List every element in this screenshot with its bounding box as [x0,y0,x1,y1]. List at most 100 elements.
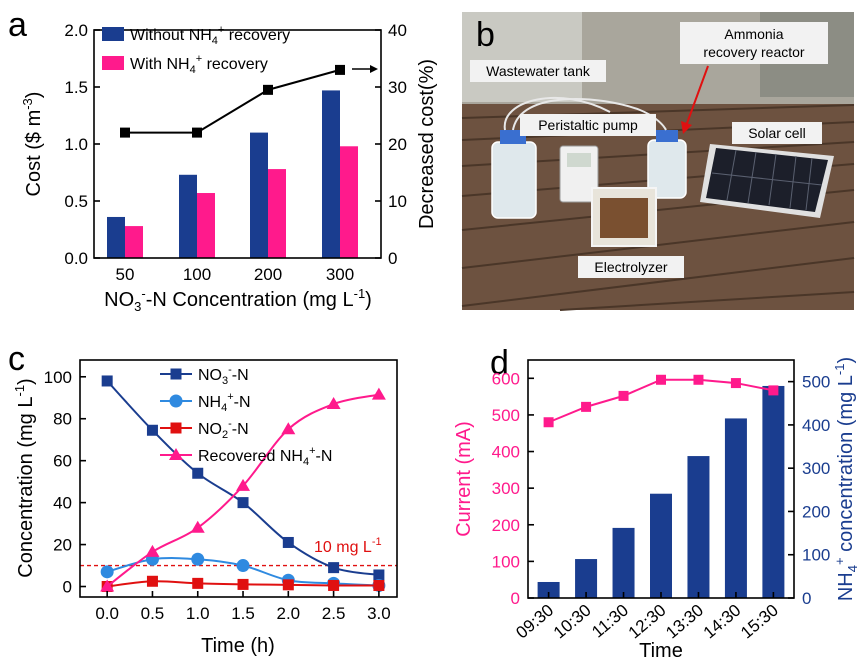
c-ytick: 100 [44,368,72,387]
c-marker-no2 [192,577,204,589]
a-right-axis-arrowhead [370,65,378,73]
panel-c: c 0.0 0.5 1.0 1.5 2.0 2.5 3.0 0 20 40 60 80 100 NO3-… [8,340,398,657]
d-ytick: 300 [492,479,520,498]
a-bar-without-recovery [179,174,197,258]
a-bar-without-recovery [250,132,268,258]
a-decreased-cost-line [125,68,341,134]
a-ytick: 1.5 [64,78,88,97]
c-marker-no2 [373,579,385,591]
a-y2tick: 40 [388,21,407,40]
a-bar-without-recovery [107,216,125,258]
d-xtick: 10:30 [550,601,595,643]
c-legend-nh4: NH4+-N [198,391,251,414]
reactor-pointer-arrow [685,65,709,127]
a-ytick: 2.0 [64,21,88,40]
c-marker-no3 [282,536,294,548]
label-wastewater-tank: Wastewater tank [486,63,591,79]
c-xtick: 3.0 [367,604,391,623]
panel-c-legend: NO3--N NH4+-N NO2--N Recovered NH4+-N [160,364,332,468]
c-legend-marker-no2 [170,422,182,434]
d-xtick: 13:30 [662,601,707,643]
panel-c-ticks: 0.0 0.5 1.0 1.5 2.0 2.5 3.0 0 20 40 60 80 100 [44,368,391,623]
d-y2tick: 300 [802,459,830,478]
c-ylabel: Concentration (mg L-1) [12,378,37,577]
label-box-solar [732,122,822,144]
panel-a-right-ticks: 0 10 20 30 40 [375,21,407,268]
c-ytick: 40 [53,494,72,513]
d-bar-nh4 [650,493,672,598]
c-marker-rec [100,579,115,592]
a-legend-without: Without NH4+ recovery [130,24,290,47]
c-ytick: 0 [63,578,72,597]
label-ammonia-line1: Ammonia [724,26,783,42]
c-marker-nh4 [236,559,250,573]
c-marker-no3 [101,375,113,387]
c-marker-nh4 [191,552,205,566]
label-box-electrolyzer [578,256,684,278]
a-legend-with: With NH4+ recovery [130,53,268,76]
panel-a-letter: a [8,6,27,44]
d-bar-nh4 [537,581,560,598]
a-bar-with-recovery [340,146,358,258]
a-xtick: 300 [326,265,354,284]
a-legend-swatch-with [102,56,124,70]
d-current-marker [618,390,629,401]
d-y2tick: 400 [802,416,830,435]
a-decreased-cost-marker [120,127,130,138]
c-legend-recovered: Recovered NH4+-N [198,445,332,468]
wastewater-bottle-cap [500,130,526,144]
c-threshold-label: 10 mg L-1 [314,536,382,556]
d-y2tick: 200 [802,502,830,521]
d-xlabel: Time [639,640,683,662]
label-box-wastewater [470,60,606,82]
c-marker-nh4 [100,565,114,579]
c-ytick: 60 [53,452,72,471]
a-xtick: 200 [254,265,282,284]
ammonia-reactor-cap [656,130,678,142]
a-xtick: 50 [116,265,135,284]
label-box-pump [520,114,656,136]
c-ytick: 80 [53,410,72,429]
panel-a-marks [107,64,358,258]
a-ytick: 1.0 [64,135,88,154]
d-current-marker [543,417,554,428]
label-ammonia-line2: recovery reactor [703,44,804,60]
c-legend-no2: NO2--N [198,418,249,441]
a-decreased-cost-marker [335,64,345,75]
panel-d: d 0100200300400500600010020030040050009:… [453,344,860,662]
a-ytick: 0.5 [64,192,88,211]
d-ytick: 0 [511,589,520,608]
c-marker-no2 [237,578,249,590]
a-y2label: Decreased cost(%) [416,59,438,229]
d-bar-nh4 [724,418,747,598]
tubing [503,96,611,131]
wastewater-bottle [491,141,537,219]
c-marker-rec [190,520,205,533]
solar-cell-grid [711,149,823,211]
c-xtick: 1.0 [186,604,210,623]
c-marker-no3 [373,569,385,581]
solar-cell-panel [706,148,828,212]
c-marker-no3 [146,424,158,436]
d-current-marker [693,374,704,385]
c-marker-rec [145,544,160,557]
d-bar-nh4 [612,527,635,598]
c-legend-marker-no3 [170,368,182,380]
d-ylabel: Current (mA) [453,421,475,537]
a-ytick: 0.0 [64,249,88,268]
panel-d-letter: d [490,344,509,382]
label-box-reactor [680,22,828,64]
d-xtick: 11:30 [588,601,632,642]
d-bar-nh4 [762,385,785,598]
a-ylabel: Cost ($ m-3) [20,92,45,197]
d-y2tick: 100 [802,546,830,565]
d-ytick: 400 [492,443,520,462]
a-xtick: 100 [183,265,211,284]
c-marker-rec [281,422,296,435]
c-marker-rec [326,397,341,410]
a-y2tick: 0 [388,249,397,268]
c-marker-rec [236,478,251,491]
a-y2tick: 10 [388,192,407,211]
d-current-marker [656,374,666,385]
c-legend-marker-rec [169,448,183,460]
